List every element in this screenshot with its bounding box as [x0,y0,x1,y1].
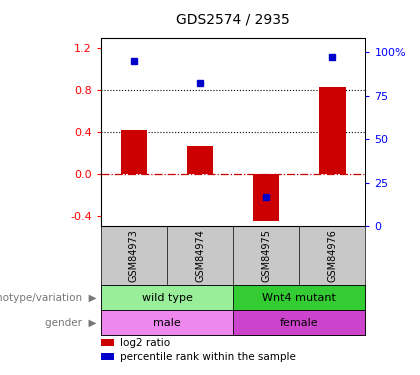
Bar [233,310,365,335]
Text: male: male [153,318,181,328]
Text: GSM84973: GSM84973 [129,230,139,282]
Bar [101,353,114,360]
Text: GSM84976: GSM84976 [327,230,337,282]
Bar [319,87,346,174]
Text: percentile rank within the sample: percentile rank within the sample [120,352,296,362]
Text: GSM84975: GSM84975 [261,230,271,282]
Bar [233,285,365,310]
Text: log2 ratio: log2 ratio [120,338,170,348]
Text: genotype/variation  ▶: genotype/variation ▶ [0,293,97,303]
Text: wild type: wild type [142,293,192,303]
Bar [101,285,233,310]
Text: Wnt4 mutant: Wnt4 mutant [262,293,336,303]
Bar [101,339,114,346]
Text: female: female [280,318,318,328]
Bar [121,130,147,174]
Bar [101,310,233,335]
Text: GSM84974: GSM84974 [195,230,205,282]
Bar [187,146,213,174]
Text: gender  ▶: gender ▶ [45,318,97,328]
Text: GDS2574 / 2935: GDS2574 / 2935 [176,12,290,26]
Bar [253,174,279,221]
